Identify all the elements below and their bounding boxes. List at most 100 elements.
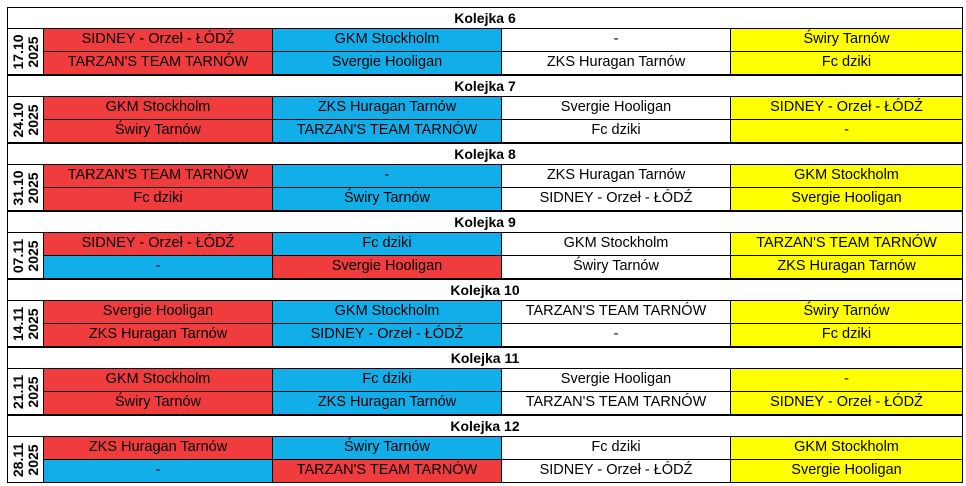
team-cell[interactable]: - bbox=[502, 29, 731, 51]
match-row: ZKS Huragan Tarnów Świry Tarnów Fc dziki GK… bbox=[44, 437, 962, 459]
team-cell[interactable]: TARZAN'S TEAM TARNÓW bbox=[502, 301, 731, 323]
team-cell[interactable]: Świry Tarnów bbox=[273, 188, 502, 210]
round-body: 21.11 2025 GKM Stockholm Fc dziki Svergie Ho… bbox=[7, 368, 963, 415]
team-cell[interactable]: - bbox=[44, 460, 273, 482]
round-date-day: 07.11 bbox=[9, 238, 26, 273]
round-date: 21.11 2025 bbox=[9, 374, 41, 409]
team-cell[interactable]: Svergie Hooligan bbox=[502, 369, 731, 391]
team-cell[interactable]: GKM Stockholm bbox=[44, 369, 273, 391]
team-cell[interactable]: Fc dziki bbox=[731, 324, 962, 346]
round-body: 07.11 2025 SIDNEY - Orzeł - ŁÓDŹ Fc dziki GK… bbox=[7, 232, 963, 279]
round-body: 24.10 2025 GKM Stockholm ZKS Huragan Tarnów… bbox=[7, 96, 963, 143]
team-cell[interactable]: GKM Stockholm bbox=[502, 233, 731, 255]
round-body: 14.11 2025 Svergie Hooligan GKM Stockholm TA… bbox=[7, 300, 963, 347]
team-cell[interactable]: SIDNEY - Orzeł - ŁÓDŹ bbox=[502, 460, 731, 482]
round-date-cell[interactable]: 07.11 2025 bbox=[8, 233, 44, 278]
team-cell[interactable]: ZKS Huragan Tarnów bbox=[502, 52, 731, 74]
team-cell[interactable]: SIDNEY - Orzeł - ŁÓDŹ bbox=[273, 324, 502, 346]
team-cell[interactable]: Svergie Hooligan bbox=[731, 460, 962, 482]
team-cell[interactable]: Fc dziki bbox=[273, 369, 502, 391]
round-title[interactable]: Kolejka 12 bbox=[7, 415, 963, 436]
team-cell[interactable]: GKM Stockholm bbox=[731, 165, 962, 187]
team-cell[interactable]: ZKS Huragan Tarnów bbox=[502, 165, 731, 187]
round-date: 31.10 2025 bbox=[10, 170, 41, 205]
round-date-cell[interactable]: 14.11 2025 bbox=[8, 301, 44, 346]
round-title[interactable]: Kolejka 6 bbox=[7, 7, 963, 28]
round-date-day: 28.11 bbox=[9, 442, 26, 477]
match-rows: GKM Stockholm Fc dziki Svergie Hooligan - Św… bbox=[44, 369, 962, 414]
round-date-cell[interactable]: 17.10 2025 bbox=[8, 29, 44, 74]
team-cell[interactable]: Svergie Hooligan bbox=[273, 52, 502, 74]
team-cell[interactable]: TARZAN'S TEAM TARNÓW bbox=[273, 120, 502, 142]
round-date: 14.11 2025 bbox=[9, 306, 41, 341]
round-body: 31.10 2025 TARZAN'S TEAM TARNÓW - ZKS Huraga… bbox=[7, 164, 963, 211]
team-cell[interactable]: SIDNEY - Orzeł - ŁÓDŹ bbox=[502, 188, 731, 210]
team-cell[interactable]: TARZAN'S TEAM TARNÓW bbox=[502, 392, 731, 414]
team-cell[interactable]: ZKS Huragan Tarnów bbox=[731, 256, 962, 278]
team-cell[interactable]: Fc dziki bbox=[502, 437, 731, 459]
team-cell[interactable]: Fc dziki bbox=[502, 120, 731, 142]
team-cell[interactable]: ZKS Huragan Tarnów bbox=[44, 437, 273, 459]
round-date-year: 2025 bbox=[24, 443, 41, 476]
team-cell[interactable]: Świry Tarnów bbox=[502, 256, 731, 278]
team-cell[interactable]: TARZAN'S TEAM TARNÓW bbox=[273, 460, 502, 482]
round-date-cell[interactable]: 24.10 2025 bbox=[8, 97, 44, 142]
match-rows: ZKS Huragan Tarnów Świry Tarnów Fc dziki GK… bbox=[44, 437, 962, 482]
team-cell[interactable]: Svergie Hooligan bbox=[44, 301, 273, 323]
team-cell[interactable]: SIDNEY - Orzeł - ŁÓDŹ bbox=[731, 392, 962, 414]
team-cell[interactable]: TARZAN'S TEAM TARNÓW bbox=[44, 165, 273, 187]
match-row: Świry Tarnów ZKS Huragan Tarnów TARZAN'S T… bbox=[44, 391, 962, 414]
team-cell[interactable]: Świry Tarnów bbox=[44, 392, 273, 414]
team-cell[interactable]: Svergie Hooligan bbox=[731, 188, 962, 210]
team-cell[interactable]: TARZAN'S TEAM TARNÓW bbox=[44, 52, 273, 74]
team-cell[interactable]: - bbox=[44, 256, 273, 278]
team-cell[interactable]: Fc dziki bbox=[273, 233, 502, 255]
team-cell[interactable]: - bbox=[731, 369, 962, 391]
team-cell[interactable]: Svergie Hooligan bbox=[273, 256, 502, 278]
match-rows: GKM Stockholm ZKS Huragan Tarnów Svergie H… bbox=[44, 97, 962, 142]
schedule-sheet: Kolejka 6 17.10 2025 SIDNEY - Orzeł - ŁÓDŹ G… bbox=[7, 7, 963, 483]
round-title[interactable]: Kolejka 8 bbox=[7, 143, 963, 164]
round-date-cell[interactable]: 21.11 2025 bbox=[8, 369, 44, 414]
round-date-cell[interactable]: 31.10 2025 bbox=[8, 165, 44, 210]
round-date-day: 21.11 bbox=[9, 374, 26, 409]
team-cell[interactable]: Świry Tarnów bbox=[731, 301, 962, 323]
round-title[interactable]: Kolejka 9 bbox=[7, 211, 963, 232]
round-date-day: 14.11 bbox=[9, 306, 26, 341]
match-row: GKM Stockholm Fc dziki Svergie Hooligan - bbox=[44, 369, 962, 391]
team-cell[interactable]: Fc dziki bbox=[731, 52, 962, 74]
round-date-year: 2025 bbox=[24, 239, 41, 272]
match-rows: SIDNEY - Orzeł - ŁÓDŹ GKM Stockholm - Świry… bbox=[44, 29, 962, 74]
round-date: 24.10 2025 bbox=[9, 101, 41, 138]
team-cell[interactable]: ZKS Huragan Tarnów bbox=[273, 392, 502, 414]
team-cell[interactable]: Świry Tarnów bbox=[44, 120, 273, 142]
round-date: 07.11 2025 bbox=[9, 238, 41, 273]
team-cell[interactable]: SIDNEY - Orzeł - ŁÓDŹ bbox=[731, 97, 962, 119]
team-cell[interactable]: GKM Stockholm bbox=[273, 29, 502, 51]
round-date-day: 17.10 bbox=[9, 33, 26, 70]
round-date-day: 24.10 bbox=[9, 101, 26, 138]
round-title[interactable]: Kolejka 7 bbox=[7, 75, 963, 96]
team-cell[interactable]: Svergie Hooligan bbox=[502, 97, 731, 119]
round-block: Kolejka 11 21.11 2025 GKM Stockholm Fc dziki… bbox=[7, 347, 963, 415]
team-cell[interactable]: Świry Tarnów bbox=[731, 29, 962, 51]
team-cell[interactable]: GKM Stockholm bbox=[44, 97, 273, 119]
team-cell[interactable]: Świry Tarnów bbox=[273, 437, 502, 459]
match-row: GKM Stockholm ZKS Huragan Tarnów Svergie H… bbox=[44, 97, 962, 119]
match-row: ZKS Huragan Tarnów SIDNEY - Orzeł - ŁÓDŹ -… bbox=[44, 323, 962, 346]
team-cell[interactable]: - bbox=[502, 324, 731, 346]
team-cell[interactable]: - bbox=[731, 120, 962, 142]
round-title[interactable]: Kolejka 11 bbox=[7, 347, 963, 368]
team-cell[interactable]: ZKS Huragan Tarnów bbox=[273, 97, 502, 119]
round-date-cell[interactable]: 28.11 2025 bbox=[8, 437, 44, 482]
team-cell[interactable]: TARZAN'S TEAM TARNÓW bbox=[731, 233, 962, 255]
team-cell[interactable]: GKM Stockholm bbox=[731, 437, 962, 459]
team-cell[interactable]: GKM Stockholm bbox=[273, 301, 502, 323]
team-cell[interactable]: Fc dziki bbox=[44, 188, 273, 210]
team-cell[interactable]: - bbox=[273, 165, 502, 187]
team-cell[interactable]: SIDNEY - Orzeł - ŁÓDŹ bbox=[44, 29, 273, 51]
team-cell[interactable]: SIDNEY - Orzeł - ŁÓDŹ bbox=[44, 233, 273, 255]
team-cell[interactable]: ZKS Huragan Tarnów bbox=[44, 324, 273, 346]
round-date: 17.10 2025 bbox=[9, 33, 41, 70]
round-title[interactable]: Kolejka 10 bbox=[7, 279, 963, 300]
